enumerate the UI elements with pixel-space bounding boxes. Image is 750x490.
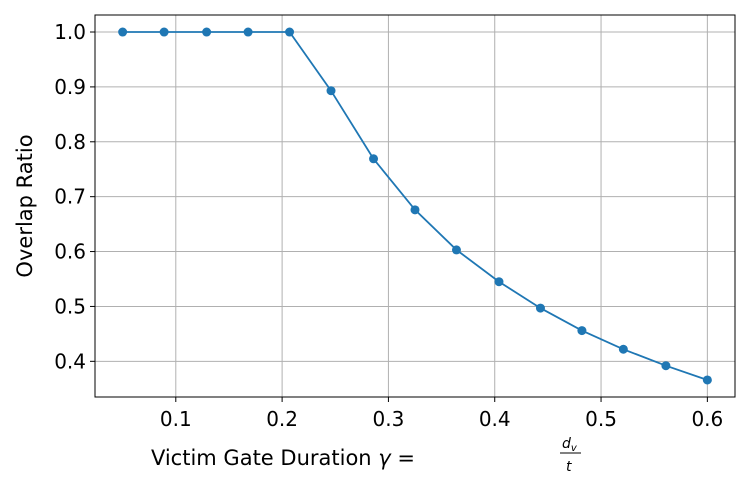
x-tick-label: 0.5 (585, 407, 617, 431)
x-tick-label: 0.6 (691, 407, 723, 431)
data-point (159, 27, 169, 37)
data-point (451, 245, 461, 255)
data-point (618, 344, 628, 354)
y-axis-label: Overlap Ratio (13, 134, 37, 277)
svg-text:t: t (566, 459, 572, 475)
plot-frame (94, 14, 736, 398)
axis-ticks: 0.1 0.2 0.3 0.4 0.5 0.6 0.4 0.5 0.6 0.7 0.8 0.9 1.0 (54, 20, 723, 431)
data-point (702, 375, 712, 385)
y-tick-label: 0.6 (54, 240, 86, 264)
x-axis-label-fraction: dv t (560, 436, 581, 475)
data-point (494, 277, 504, 287)
x-tick-label: 0.4 (479, 407, 511, 431)
svg-text:dv: dv (562, 436, 578, 454)
data-point (243, 27, 253, 37)
x-tick-label: 0.1 (160, 407, 192, 431)
y-tick-label: 0.4 (54, 349, 86, 373)
y-tick-label: 0.8 (54, 130, 86, 154)
data-point (535, 303, 545, 313)
x-axis-label: Victim Gate Duration γ = (151, 446, 415, 470)
y-tick-label: 0.9 (54, 75, 86, 99)
x-tick-label: 0.2 (266, 407, 298, 431)
data-point (326, 86, 336, 96)
data-point (285, 27, 295, 37)
grid-lines (95, 15, 735, 397)
data-point (410, 205, 420, 215)
data-point (369, 154, 379, 164)
data-point (118, 27, 128, 37)
data-point (661, 361, 671, 371)
y-tick-label: 0.5 (54, 294, 86, 318)
series-line (118, 27, 712, 385)
y-tick-label: 1.0 (54, 20, 86, 44)
data-point (202, 27, 212, 37)
data-point (577, 326, 587, 336)
y-tick-label: 0.7 (54, 185, 86, 209)
x-tick-label: 0.3 (373, 407, 405, 431)
